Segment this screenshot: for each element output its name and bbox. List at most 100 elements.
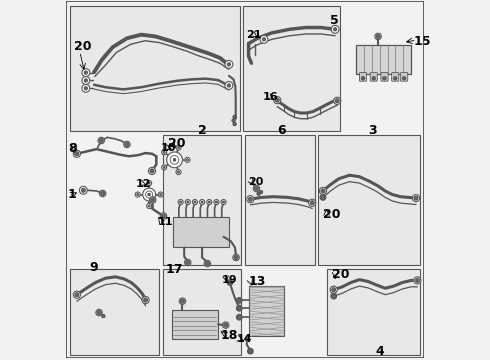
Circle shape <box>82 69 90 77</box>
FancyBboxPatch shape <box>70 269 159 355</box>
Circle shape <box>185 259 191 266</box>
Circle shape <box>173 158 176 161</box>
Circle shape <box>273 96 281 104</box>
Circle shape <box>234 255 238 260</box>
Circle shape <box>415 278 419 283</box>
Circle shape <box>179 201 182 203</box>
Circle shape <box>375 33 381 40</box>
Circle shape <box>321 195 325 199</box>
FancyBboxPatch shape <box>356 45 411 74</box>
FancyBboxPatch shape <box>163 269 242 355</box>
Circle shape <box>205 261 210 266</box>
Circle shape <box>148 182 150 184</box>
Circle shape <box>194 201 196 203</box>
Circle shape <box>158 192 163 197</box>
FancyBboxPatch shape <box>392 73 399 81</box>
Circle shape <box>144 298 147 302</box>
Circle shape <box>254 186 259 190</box>
FancyBboxPatch shape <box>360 73 367 81</box>
Text: 20: 20 <box>323 208 341 221</box>
Circle shape <box>74 150 80 157</box>
Circle shape <box>309 199 316 206</box>
Circle shape <box>98 137 104 144</box>
Circle shape <box>204 260 211 267</box>
Text: 21: 21 <box>246 30 262 40</box>
Circle shape <box>236 314 242 320</box>
Circle shape <box>176 170 181 175</box>
Text: 18: 18 <box>220 329 238 342</box>
Circle shape <box>84 86 88 90</box>
Circle shape <box>82 84 90 92</box>
Circle shape <box>372 77 375 80</box>
Circle shape <box>99 190 106 197</box>
Circle shape <box>186 260 190 265</box>
Circle shape <box>376 34 380 39</box>
FancyBboxPatch shape <box>163 135 242 265</box>
Circle shape <box>413 194 419 202</box>
Circle shape <box>262 37 266 41</box>
Circle shape <box>149 197 156 203</box>
Circle shape <box>233 254 239 261</box>
Circle shape <box>330 286 337 293</box>
Circle shape <box>248 197 252 201</box>
Circle shape <box>162 150 167 155</box>
Circle shape <box>222 201 224 203</box>
Circle shape <box>332 294 336 298</box>
Circle shape <box>227 63 231 66</box>
Text: 8: 8 <box>68 142 76 155</box>
Circle shape <box>237 315 242 319</box>
Circle shape <box>222 322 229 328</box>
Circle shape <box>167 152 182 168</box>
FancyBboxPatch shape <box>370 73 377 81</box>
Circle shape <box>82 77 90 84</box>
Circle shape <box>310 201 315 205</box>
Circle shape <box>97 310 101 315</box>
Circle shape <box>170 156 179 164</box>
Circle shape <box>227 280 233 285</box>
Text: 12: 12 <box>136 179 151 189</box>
Circle shape <box>247 348 253 354</box>
FancyBboxPatch shape <box>318 135 420 265</box>
Circle shape <box>237 306 242 310</box>
Circle shape <box>187 201 189 203</box>
FancyBboxPatch shape <box>70 6 240 131</box>
Text: 5: 5 <box>330 14 339 27</box>
Circle shape <box>199 199 205 204</box>
Circle shape <box>253 185 260 192</box>
Circle shape <box>236 298 242 303</box>
Circle shape <box>393 77 397 80</box>
Circle shape <box>84 71 88 75</box>
Circle shape <box>146 191 153 198</box>
Circle shape <box>185 199 190 204</box>
Circle shape <box>225 60 233 68</box>
Text: 4: 4 <box>375 345 384 358</box>
Circle shape <box>225 81 233 89</box>
Circle shape <box>163 151 165 153</box>
Circle shape <box>233 115 236 119</box>
Circle shape <box>221 199 226 204</box>
Circle shape <box>179 298 186 304</box>
Circle shape <box>125 142 129 147</box>
Circle shape <box>150 169 154 173</box>
Circle shape <box>259 190 263 194</box>
Text: 15: 15 <box>413 35 431 48</box>
Circle shape <box>208 201 210 203</box>
Circle shape <box>160 213 167 219</box>
Circle shape <box>236 305 242 311</box>
FancyBboxPatch shape <box>327 269 420 355</box>
Circle shape <box>147 203 151 208</box>
Circle shape <box>233 122 236 126</box>
Circle shape <box>237 298 242 302</box>
Circle shape <box>75 152 79 156</box>
Circle shape <box>414 196 418 200</box>
Circle shape <box>81 188 85 192</box>
Circle shape <box>148 167 156 175</box>
FancyBboxPatch shape <box>401 73 408 81</box>
Circle shape <box>383 77 386 80</box>
Circle shape <box>162 165 167 170</box>
Circle shape <box>335 99 340 103</box>
Circle shape <box>143 188 156 201</box>
Text: 1: 1 <box>68 188 77 201</box>
Circle shape <box>148 205 150 207</box>
Circle shape <box>150 198 155 202</box>
